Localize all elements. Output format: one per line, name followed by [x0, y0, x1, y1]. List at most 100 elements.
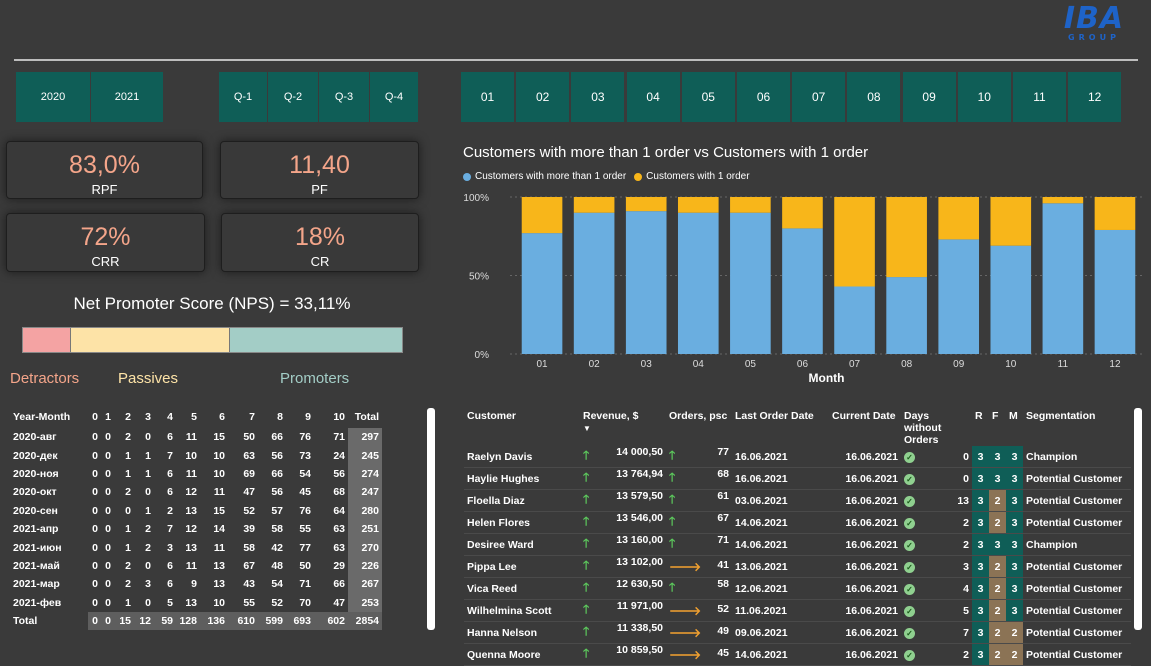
nps-label-promoters: Promoters — [280, 370, 350, 387]
col-current-date[interactable]: Current Date — [832, 410, 896, 422]
cohort-cell: 11 — [185, 431, 197, 444]
month-slicer-09[interactable]: 09 — [902, 72, 956, 122]
month-slicer-11[interactable]: 11 — [1013, 72, 1066, 122]
customer-row[interactable]: Hanna Nelson 🡑 11 338,50 🡒 49 09.06.2021 16.06… — [464, 621, 1131, 644]
segmentation: Potential Customer — [1023, 643, 1131, 666]
year-slicer-2020[interactable]: 2020 — [16, 72, 90, 122]
cohort-col-header[interactable]: 2 — [125, 411, 131, 423]
cohort-col-header[interactable]: 9 — [305, 411, 311, 423]
current-date: 16.06.2021 — [829, 621, 901, 644]
col-m[interactable]: M — [1009, 410, 1018, 422]
customer-row[interactable]: Pippa Lee 🡑 13 102,00 🡒 41 13.06.2021 16.06.20… — [464, 555, 1131, 578]
month-slicer-10[interactable]: 10 — [957, 72, 1011, 122]
days-cell: ✓ 0 — [901, 446, 972, 468]
cohort-cell: 77 — [299, 541, 311, 554]
cohort-row: 2020-окт 0 0 2 0 6 12 11 47 56 45 68 247 — [10, 483, 382, 502]
revenue-cell: 🡑 13 764,94 — [580, 467, 666, 490]
customer-row[interactable]: Helen Flores 🡑 13 546,00 🡑 67 14.06.2021 16.06… — [464, 511, 1131, 534]
orders-value: 68 — [717, 468, 729, 480]
orders-cell: 🡑 71 — [666, 533, 732, 556]
month-slicer-08[interactable]: 08 — [847, 72, 901, 122]
cohort-cell: 0 — [105, 504, 111, 517]
cohort-cell: 2 — [125, 559, 131, 572]
bar-1-order-04 — [677, 197, 719, 213]
cohort-col-header[interactable]: 10 — [333, 411, 345, 423]
cohort-table-scrollbar[interactable] — [427, 408, 435, 630]
cohort-row-label: 2020-дек — [13, 449, 58, 462]
cohort-cell: 1 — [145, 467, 151, 480]
m-score: 3 — [1006, 511, 1023, 534]
orders-cell: 🡑 58 — [666, 577, 732, 600]
customer-row[interactable]: Raelyn Davis 🡑 14 000,50 🡑 77 16.06.2021 16.06… — [464, 446, 1131, 468]
legend-dot-more-than-1 — [463, 172, 471, 181]
cohort-total-cell: 59 — [154, 611, 176, 631]
nps-segment-promoters — [228, 328, 402, 352]
cohort-row-label: 2020-окт — [13, 486, 57, 499]
month-slicer-12[interactable]: 12 — [1068, 72, 1122, 122]
check-circle-icon: ✓ — [904, 451, 915, 463]
x-tick-label: 02 — [589, 359, 601, 370]
revenue-cell: 🡑 12 630,50 — [580, 577, 666, 600]
cohort-cell: 45 — [299, 486, 311, 499]
customer-row[interactable]: Desiree Ward 🡑 13 160,00 🡑 71 14.06.2021 16.06… — [464, 533, 1131, 556]
quarter-slicer-q1[interactable]: Q-1 — [219, 72, 267, 122]
col-segmentation[interactable]: Segmentation — [1026, 410, 1096, 422]
col-r[interactable]: R — [975, 410, 983, 422]
customer-row[interactable]: Wilhelmina Scott 🡑 11 971,00 🡒 52 11.06.2021 1… — [464, 599, 1131, 622]
cohort-cell: 0 — [105, 523, 111, 536]
kpi-value: 83,0% — [69, 151, 140, 179]
quarter-slicer-q2[interactable]: Q-2 — [268, 72, 318, 122]
customer-row[interactable]: Floella Diaz 🡑 13 579,50 🡑 61 03.06.2021 16.06… — [464, 489, 1131, 512]
cohort-cell: 71 — [299, 578, 311, 591]
cohort-col-header[interactable]: 3 — [145, 411, 151, 423]
quarter-slicer-q4[interactable]: Q-4 — [370, 72, 418, 122]
col-orders[interactable]: Orders, psc — [669, 410, 728, 422]
cohort-cell: 7 — [167, 449, 173, 462]
customer-name: Haylie Hughes — [464, 467, 580, 490]
customer-name: Vica Reed — [464, 577, 580, 600]
col-revenue[interactable]: Revenue, $ ▼ — [583, 410, 639, 433]
cohort-col-header[interactable]: 7 — [249, 411, 255, 423]
cohort-cell: 15 — [213, 431, 225, 444]
check-circle-icon: ✓ — [904, 583, 915, 595]
cohort-col-header[interactable]: 0 — [92, 411, 98, 423]
month-slicer-06[interactable]: 06 — [737, 72, 790, 122]
f-score: 2 — [989, 489, 1006, 512]
cohort-col-header[interactable]: 4 — [167, 411, 173, 423]
col-customer[interactable]: Customer — [467, 410, 517, 422]
cohort-cell: 0 — [92, 596, 98, 609]
month-slicer-07[interactable]: 07 — [792, 72, 846, 122]
col-f[interactable]: F — [992, 410, 999, 422]
chart-legend: Customers with more than 1 order Custome… — [463, 171, 750, 182]
month-slicer-01[interactable]: 01 — [461, 72, 514, 122]
year-slicer-2021[interactable]: 2021 — [91, 72, 163, 122]
bar-more-than-1-order-03 — [625, 211, 667, 354]
month-slicer-04[interactable]: 04 — [626, 72, 680, 122]
customer-table-scrollbar[interactable] — [1134, 408, 1142, 630]
legend-dot-1-order — [634, 172, 643, 181]
month-slicer-03[interactable]: 03 — [571, 72, 625, 122]
cohort-col-header[interactable]: Total — [354, 411, 379, 423]
cohort-col-header[interactable]: 8 — [277, 411, 283, 423]
cohort-cell: 0 — [92, 578, 98, 591]
cohort-col-header[interactable]: 5 — [191, 411, 197, 423]
quarter-slicer-q3[interactable]: Q-3 — [319, 72, 369, 122]
cohort-col-header[interactable]: 6 — [219, 411, 225, 423]
cohort-col-header[interactable]: Year-Month — [13, 411, 71, 423]
cohort-cell: 245 — [348, 446, 382, 465]
col-last-order-date[interactable]: Last Order Date — [735, 410, 814, 422]
month-slicer-02[interactable]: 02 — [516, 72, 570, 122]
m-score: 3 — [1006, 467, 1023, 490]
revenue-value: 14 000,50 — [616, 446, 663, 458]
month-slicer-05[interactable]: 05 — [681, 72, 735, 122]
customer-row[interactable]: Quenna Moore 🡑 10 859,50 🡒 45 14.06.2021 16.06… — [464, 643, 1131, 666]
customer-row[interactable]: Haylie Hughes 🡑 13 764,94 🡑 68 16.06.2021 16.0… — [464, 467, 1131, 490]
customer-row[interactable]: Vica Reed 🡑 12 630,50 🡑 58 12.06.2021 16.06.20… — [464, 577, 1131, 600]
cohort-row-label: 2021-май — [13, 559, 60, 572]
last-order-date: 16.06.2021 — [732, 446, 829, 468]
arrow-up-icon: 🡑 — [669, 580, 676, 594]
cohort-cell: 29 — [333, 559, 345, 572]
cohort-cell: 63 — [333, 523, 345, 536]
col-days-without-orders[interactable]: Days without Orders — [904, 410, 942, 446]
cohort-col-header[interactable]: 1 — [105, 411, 111, 423]
